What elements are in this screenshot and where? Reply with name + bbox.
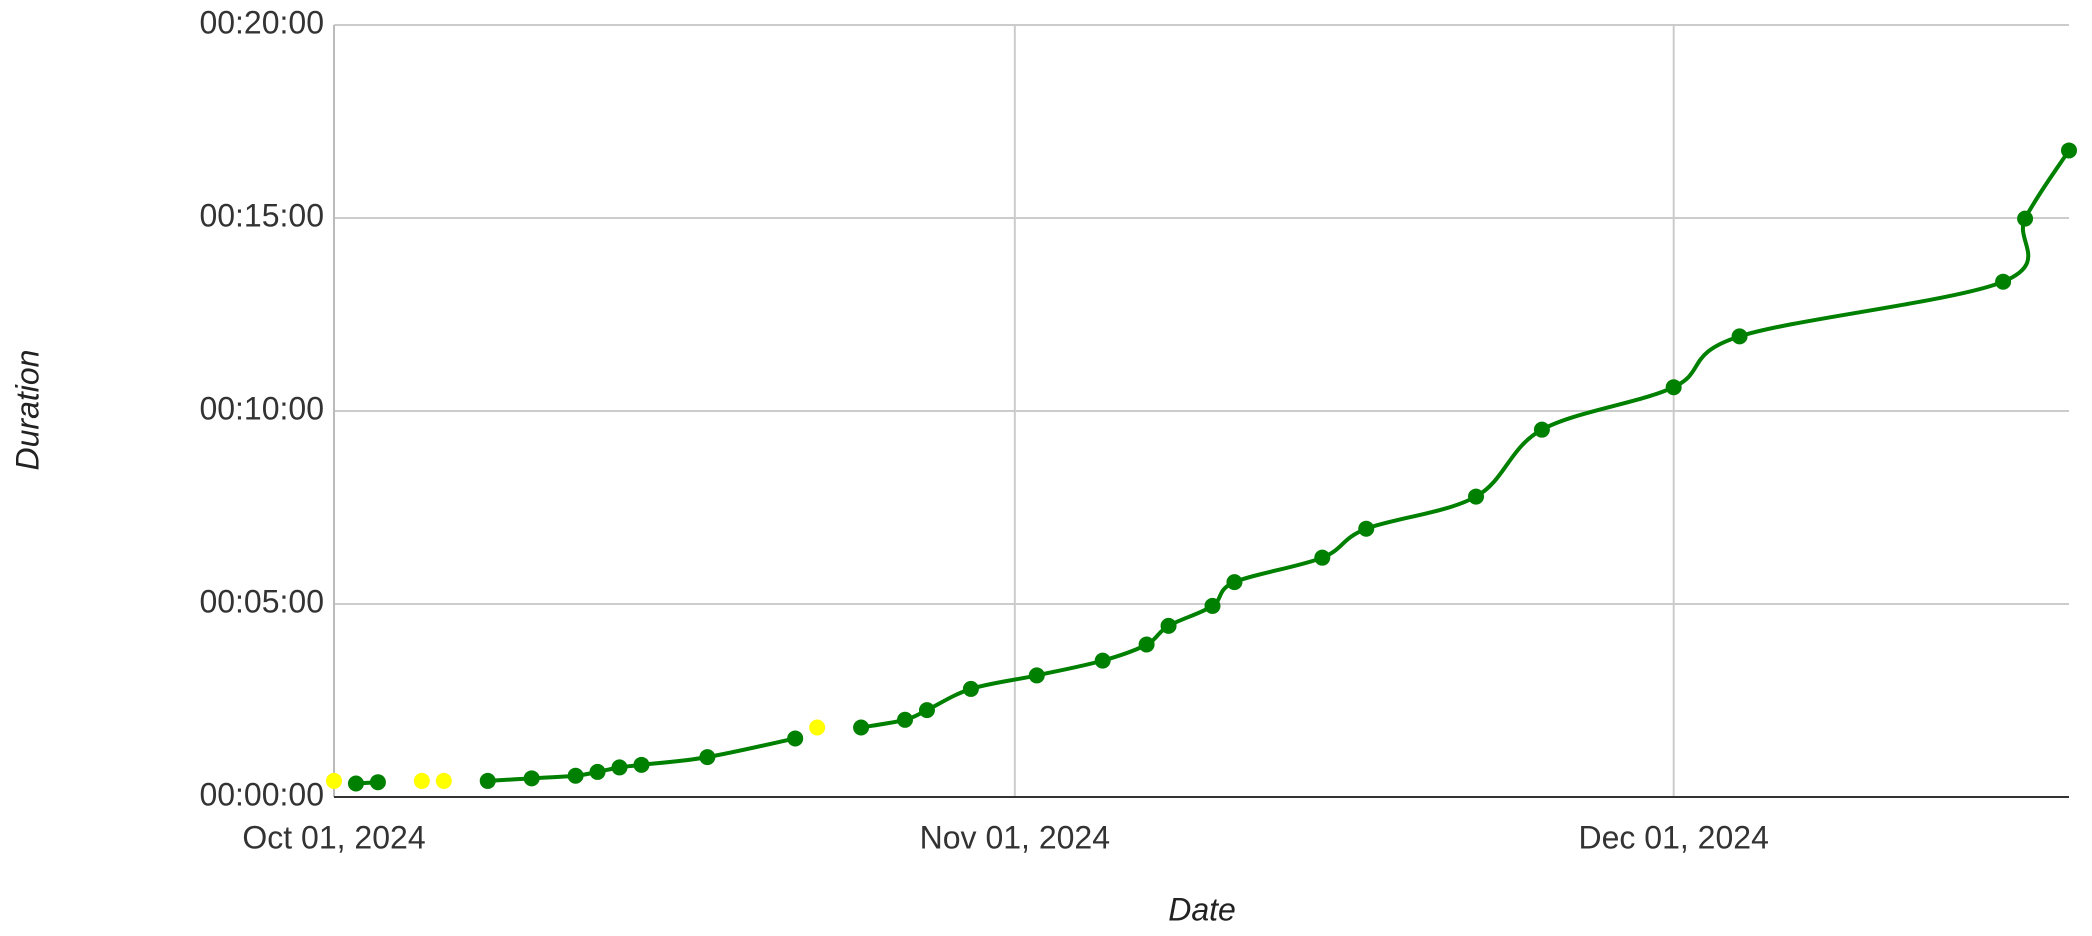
point [1665, 379, 1682, 396]
y-axis-title: Duration [9, 350, 45, 471]
point [1160, 617, 1177, 634]
point [2017, 210, 2034, 227]
point [1533, 421, 1550, 438]
point [1731, 328, 1748, 345]
point [1204, 597, 1221, 614]
point [1995, 273, 2012, 290]
point [897, 711, 914, 728]
x-tick-label: Oct 01, 2024 [242, 819, 425, 855]
point [853, 719, 870, 736]
y-tick-label: 00:05:00 [199, 583, 324, 619]
point [435, 772, 452, 789]
point [918, 702, 935, 719]
y-tick-label: 00:00:00 [199, 776, 324, 812]
point [413, 772, 430, 789]
point [633, 756, 650, 773]
point [611, 759, 628, 776]
point [787, 730, 804, 747]
point [369, 774, 386, 791]
point [567, 767, 584, 784]
point [479, 772, 496, 789]
y-tick-label: 00:10:00 [199, 390, 324, 426]
point [962, 680, 979, 697]
point [1226, 574, 1243, 591]
point [1028, 667, 1045, 684]
x-tick-label: Nov 01, 2024 [920, 819, 1110, 855]
point [1138, 636, 1155, 653]
point [1094, 652, 1111, 669]
point [347, 775, 364, 792]
point [589, 763, 606, 780]
point [326, 772, 342, 789]
line [860, 149, 2071, 730]
y-tick-label: 00:20:00 [199, 4, 324, 40]
point [523, 770, 540, 787]
point [1468, 488, 1485, 505]
point [2061, 142, 2077, 159]
y-tick-label: 00:15:00 [199, 197, 324, 233]
point [1358, 520, 1375, 537]
x-axis-title: Date [1168, 891, 1236, 927]
point [809, 719, 826, 736]
point [1314, 549, 1331, 566]
x-tick-label: Dec 01, 2024 [1579, 819, 1769, 855]
point [699, 749, 716, 766]
